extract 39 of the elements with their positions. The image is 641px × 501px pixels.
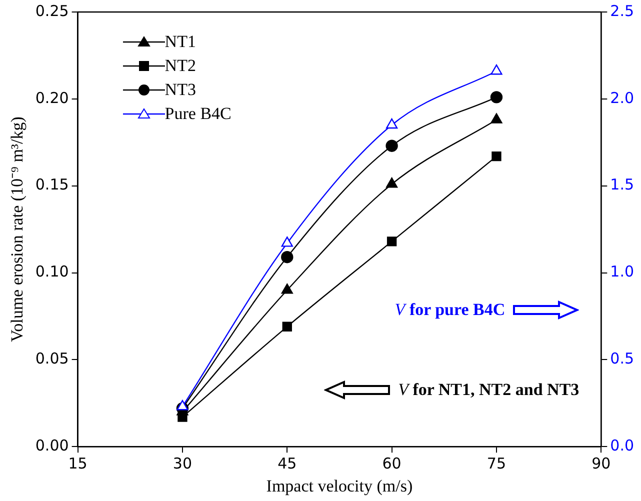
legend-label: NT1 <box>164 32 196 52</box>
y2-tick-label: 2.0 <box>610 88 634 107</box>
point <box>176 400 188 410</box>
y-tick-label: 0.00 <box>35 436 69 454</box>
x-tick-label: 15 <box>68 454 88 472</box>
legend-label: NT3 <box>164 80 196 100</box>
y2-tick-label: 1.5 <box>610 176 634 194</box>
x-axis-title: Impact velocity (m/s) <box>266 476 413 496</box>
point <box>490 64 502 75</box>
y-tick-label: 0.25 <box>35 2 69 20</box>
y2-tick-label: 2.5 <box>610 2 634 20</box>
y-tick-label: 0.05 <box>35 350 69 368</box>
x-tick-label: 45 <box>278 454 297 472</box>
y2-tick-label: 0.0 <box>610 436 634 454</box>
y2-tick-label: 0.5 <box>610 350 634 368</box>
point <box>386 118 398 129</box>
point <box>282 322 292 332</box>
x-tick-label: 60 <box>382 454 402 472</box>
legend-label: NT2 <box>164 56 196 76</box>
y-tick-label: 0.10 <box>35 262 69 281</box>
point <box>386 236 397 246</box>
point <box>490 113 502 124</box>
point <box>386 140 398 152</box>
annotation: V for NT1, NT2 and NT3 <box>398 380 580 400</box>
x-tick-label: 90 <box>592 454 611 472</box>
annotation: V for pure B4C <box>394 300 506 319</box>
point <box>490 91 503 104</box>
y-tick-label: 0.15 <box>35 176 69 194</box>
legend-label: Pure B4C <box>164 104 232 124</box>
y-axis-title: Volume erosion rate (10⁻⁹ m³/kg) <box>8 116 27 342</box>
point <box>281 251 294 264</box>
point <box>386 178 398 188</box>
point <box>281 284 293 294</box>
y2-tick-label: 1.0 <box>610 262 634 281</box>
x-tick-label: 75 <box>486 454 506 472</box>
x-tick-label: 30 <box>172 454 192 472</box>
point <box>492 151 502 162</box>
point <box>281 236 293 247</box>
y-tick-label: 0.20 <box>35 88 69 107</box>
